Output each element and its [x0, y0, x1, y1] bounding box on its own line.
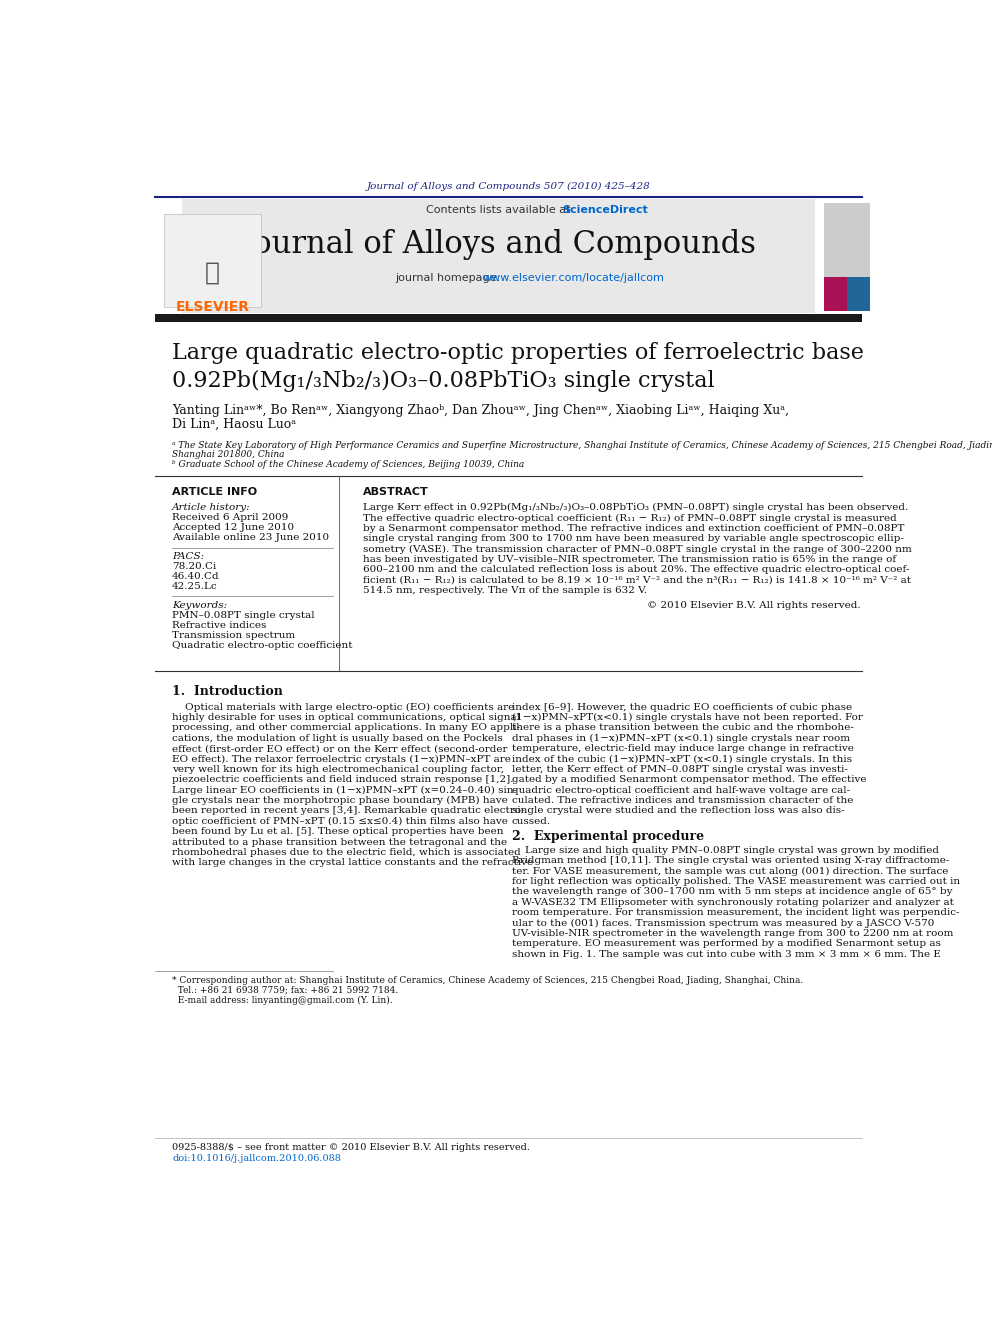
Text: the wavelength range of 300–1700 nm with 5 nm steps at incidence angle of 65° by: the wavelength range of 300–1700 nm with… [512, 888, 952, 896]
Text: * Corresponding author at: Shanghai Institute of Ceramics, Chinese Academy of Sc: * Corresponding author at: Shanghai Inst… [172, 976, 804, 984]
Text: Received 6 April 2009: Received 6 April 2009 [172, 513, 289, 523]
Text: Journal of Alloys and Compounds: Journal of Alloys and Compounds [242, 229, 757, 261]
Text: ELSEVIER: ELSEVIER [176, 300, 249, 315]
Text: highly desirable for uses in optical communications, optical signal: highly desirable for uses in optical com… [172, 713, 520, 722]
Text: Journal of Alloys and Compounds 507 (2010) 425–428: Journal of Alloys and Compounds 507 (201… [366, 183, 651, 191]
Text: cussed.: cussed. [512, 816, 551, 826]
Text: The effective quadric electro-optical coefficient (R₁₁ − R₁₂) of PMN–0.08PT sing: The effective quadric electro-optical co… [363, 513, 897, 523]
Text: Bridgman method [10,11]. The single crystal was oriented using X-ray diffractome: Bridgman method [10,11]. The single crys… [512, 856, 949, 865]
Text: index of the cubic (1−x)PMN–xPT (x<0.1) single crystals. In this: index of the cubic (1−x)PMN–xPT (x<0.1) … [512, 754, 851, 763]
Text: been found by Lu et al. [5]. These optical properties have been: been found by Lu et al. [5]. These optic… [172, 827, 504, 836]
Text: doi:10.1016/j.jallcom.2010.06.088: doi:10.1016/j.jallcom.2010.06.088 [172, 1154, 341, 1163]
Text: Accepted 12 June 2010: Accepted 12 June 2010 [172, 523, 295, 532]
Text: Article history:: Article history: [172, 503, 251, 512]
Text: optic coefficient of PMN–xPT (0.15 ≤x≤0.4) thin films also have: optic coefficient of PMN–xPT (0.15 ≤x≤0.… [172, 816, 508, 826]
Text: gle crystals near the morphotropic phase boundary (MPB) have: gle crystals near the morphotropic phase… [172, 796, 508, 806]
Text: 42.25.Lc: 42.25.Lc [172, 582, 217, 591]
Text: E-mail address: linyanting@gmail.com (Y. Lin).: E-mail address: linyanting@gmail.com (Y.… [172, 996, 393, 1005]
Text: piezoelectric coefficients and field induced strain response [1,2].: piezoelectric coefficients and field ind… [172, 775, 514, 785]
Text: culated. The refractive indices and transmission character of the: culated. The refractive indices and tran… [512, 796, 853, 806]
Text: for light reflection was optically polished. The VASE measurement was carried ou: for light reflection was optically polis… [512, 877, 959, 886]
FancyBboxPatch shape [823, 204, 870, 311]
Text: ScienceDirect: ScienceDirect [561, 205, 648, 216]
Text: temperature. EO measurement was performed by a modified Senarmont setup as: temperature. EO measurement was performe… [512, 939, 940, 949]
Text: ter. For VASE measurement, the sample was cut along (001) direction. The surface: ter. For VASE measurement, the sample wa… [512, 867, 948, 876]
Text: Refractive indices: Refractive indices [172, 620, 267, 630]
Text: rhombohedral phases due to the electric field, which is associated: rhombohedral phases due to the electric … [172, 848, 521, 857]
Text: (1−x)PMN–xPT(x<0.1) single crystals have not been reported. For: (1−x)PMN–xPT(x<0.1) single crystals have… [512, 713, 862, 722]
Text: Large linear EO coefficients in (1−x)PMN–xPT (x=0.24–0.40) sin-: Large linear EO coefficients in (1−x)PMN… [172, 786, 517, 795]
Text: has been investigated by UV–visible–NIR spectrometer. The transmission ratio is : has been investigated by UV–visible–NIR … [363, 556, 896, 564]
FancyBboxPatch shape [165, 214, 261, 307]
Text: single crystal ranging from 300 to 1700 nm have been measured by variable angle : single crystal ranging from 300 to 1700 … [363, 534, 904, 544]
Text: ular to the (001) faces. Transmission spectrum was measured by a JASCO V-570: ular to the (001) faces. Transmission sp… [512, 918, 933, 927]
FancyBboxPatch shape [823, 277, 847, 311]
Text: Transmission spectrum: Transmission spectrum [172, 631, 296, 640]
Text: Di Linᵃ, Haosu Luoᵃ: Di Linᵃ, Haosu Luoᵃ [172, 418, 297, 431]
Text: sometry (VASE). The transmission character of PMN–0.08PT single crystal in the r: sometry (VASE). The transmission charact… [363, 545, 912, 554]
Text: EO effect). The relaxor ferroelectric crystals (1−x)PMN–xPT are: EO effect). The relaxor ferroelectric cr… [172, 754, 511, 763]
Text: Quadratic electro-optic coefficient: Quadratic electro-optic coefficient [172, 640, 352, 650]
Text: attributed to a phase transition between the tetragonal and the: attributed to a phase transition between… [172, 837, 507, 847]
Text: 78.20.Ci: 78.20.Ci [172, 562, 216, 572]
Text: there is a phase transition between the cubic and the rhombohe-: there is a phase transition between the … [512, 724, 853, 733]
Text: 514.5 nm, respectively. The Vπ of the sample is 632 V.: 514.5 nm, respectively. The Vπ of the sa… [363, 586, 647, 595]
Text: Keywords:: Keywords: [172, 601, 227, 610]
Text: letter, the Kerr effect of PMN–0.08PT single crystal was investi-: letter, the Kerr effect of PMN–0.08PT si… [512, 765, 847, 774]
FancyBboxPatch shape [847, 277, 870, 311]
Text: effect (first-order EO effect) or on the Kerr effect (second-order: effect (first-order EO effect) or on the… [172, 744, 508, 753]
Text: 1.  Introduction: 1. Introduction [172, 685, 283, 699]
Text: 0925-8388/$ – see front matter © 2010 Elsevier B.V. All rights reserved.: 0925-8388/$ – see front matter © 2010 El… [172, 1143, 530, 1152]
Text: ABSTRACT: ABSTRACT [363, 487, 429, 497]
Text: www.elsevier.com/locate/jallcom: www.elsevier.com/locate/jallcom [482, 273, 664, 283]
Text: by a Senarmont compensator method. The refractive indices and extinction coeffic: by a Senarmont compensator method. The r… [363, 524, 904, 533]
Text: been reported in recent years [3,4]. Remarkable quadratic electro-: been reported in recent years [3,4]. Rem… [172, 807, 525, 815]
Text: journal homepage:: journal homepage: [395, 273, 504, 283]
FancyBboxPatch shape [823, 204, 870, 278]
Text: 600–2100 nm and the calculated reflection loss is about 20%. The effective quadr: 600–2100 nm and the calculated reflectio… [363, 565, 909, 574]
Text: Large quadratic electro-optic properties of ferroelectric base: Large quadratic electro-optic properties… [172, 341, 864, 364]
Text: Tel.: +86 21 6938 7759; fax: +86 21 5992 7184.: Tel.: +86 21 6938 7759; fax: +86 21 5992… [172, 986, 399, 995]
Text: 0.92Pb(Mg₁/₃Nb₂/₃)O₃–0.08PbTiO₃ single crystal: 0.92Pb(Mg₁/₃Nb₂/₃)O₃–0.08PbTiO₃ single c… [172, 369, 714, 392]
FancyBboxPatch shape [155, 314, 862, 321]
Text: shown in Fig. 1. The sample was cut into cube with 3 mm × 3 mm × 6 mm. The E: shown in Fig. 1. The sample was cut into… [512, 950, 940, 959]
Text: Yanting Linᵃʷ*, Bo Renᵃʷ, Xiangyong Zhaoᵇ, Dan Zhouᵃʷ, Jing Chenᵃʷ, Xiaobing Liᵃ: Yanting Linᵃʷ*, Bo Renᵃʷ, Xiangyong Zhao… [172, 404, 789, 417]
Text: Shanghai 201800, China: Shanghai 201800, China [172, 450, 285, 459]
Text: ficient (R₁₁ − R₁₂) is calculated to be 8.19 × 10⁻¹⁶ m² V⁻² and the n³(R₁₁ − R₁₂: ficient (R₁₁ − R₁₂) is calculated to be … [363, 576, 911, 585]
Text: processing, and other commercial applications. In many EO appli-: processing, and other commercial applica… [172, 724, 520, 733]
FancyBboxPatch shape [183, 198, 815, 312]
Text: index [6–9]. However, the quadric EO coefficients of cubic phase: index [6–9]. However, the quadric EO coe… [512, 703, 851, 712]
Text: Contents lists available at: Contents lists available at [427, 205, 574, 216]
Text: room temperature. For transmission measurement, the incident light was perpendic: room temperature. For transmission measu… [512, 908, 959, 917]
Text: 46.40.Cd: 46.40.Cd [172, 573, 219, 581]
Text: temperature, electric-field may induce large change in refractive: temperature, electric-field may induce l… [512, 744, 853, 753]
Text: 2.  Experimental procedure: 2. Experimental procedure [512, 830, 703, 843]
Text: dral phases in (1−x)PMN–xPT (x<0.1) single crystals near room: dral phases in (1−x)PMN–xPT (x<0.1) sing… [512, 734, 849, 742]
Text: 🌳: 🌳 [205, 261, 220, 284]
Text: single crystal were studied and the reflection loss was also dis-: single crystal were studied and the refl… [512, 807, 844, 815]
Text: ARTICLE INFO: ARTICLE INFO [172, 487, 257, 497]
Text: quadric electro-optical coefficient and half-wave voltage are cal-: quadric electro-optical coefficient and … [512, 786, 849, 795]
Text: cations, the modulation of light is usually based on the Pockels: cations, the modulation of light is usua… [172, 734, 503, 742]
Text: with large changes in the crystal lattice constants and the refractive: with large changes in the crystal lattic… [172, 859, 533, 868]
Text: ᵇ Graduate School of the Chinese Academy of Sciences, Beijing 10039, China: ᵇ Graduate School of the Chinese Academy… [172, 460, 525, 468]
Text: Large Kerr effect in 0.92Pb(Mg₁/₃Nb₂/₃)O₃–0.08PbTiO₃ (PMN–0.08PT) single crystal: Large Kerr effect in 0.92Pb(Mg₁/₃Nb₂/₃)O… [363, 503, 908, 512]
Text: Available online 23 June 2010: Available online 23 June 2010 [172, 533, 329, 542]
Text: PMN–0.08PT single crystal: PMN–0.08PT single crystal [172, 611, 314, 620]
Text: Large size and high quality PMN–0.08PT single crystal was grown by modified: Large size and high quality PMN–0.08PT s… [512, 845, 938, 855]
Text: ᵃ The State Key Laboratory of High Performance Ceramics and Superfine Microstruc: ᵃ The State Key Laboratory of High Perfo… [172, 441, 992, 450]
Text: PACS:: PACS: [172, 552, 204, 561]
Text: Optical materials with large electro-optic (EO) coefficients are: Optical materials with large electro-opt… [172, 703, 514, 712]
Text: a W-VASE32 TM Ellipsometer with synchronously rotating polarizer and analyzer at: a W-VASE32 TM Ellipsometer with synchron… [512, 898, 953, 906]
Text: gated by a modified Senarmont compensator method. The effective: gated by a modified Senarmont compensato… [512, 775, 866, 785]
Text: very well known for its high electromechanical coupling factor,: very well known for its high electromech… [172, 765, 504, 774]
Text: © 2010 Elsevier B.V. All rights reserved.: © 2010 Elsevier B.V. All rights reserved… [647, 601, 860, 610]
Text: UV-visible-NIR spectrometer in the wavelength range from 300 to 2200 nm at room: UV-visible-NIR spectrometer in the wavel… [512, 929, 953, 938]
